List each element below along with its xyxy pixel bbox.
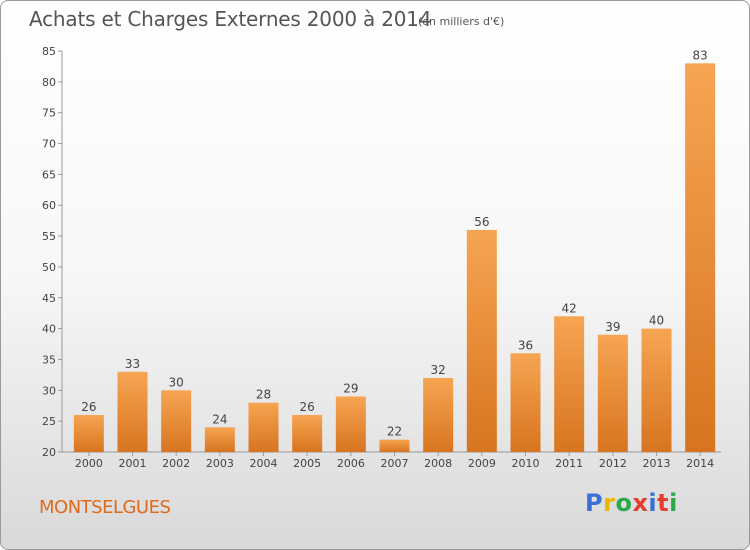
x-tick-label-2006: 2006 [337,457,365,470]
commune-name: MONTSELGUES [39,497,171,518]
value-label-2005: 26 [300,400,315,414]
x-tick-label-2012: 2012 [599,457,627,470]
logo-letter: i [648,489,658,517]
x-tick-label-2011: 2011 [555,457,583,470]
bar-2013 [641,328,672,452]
value-label-2003: 24 [212,412,227,426]
value-label-2004: 28 [256,388,271,402]
value-label-2014: 83 [693,48,708,62]
value-label-2001: 33 [125,357,140,371]
y-tick-label: 30 [42,384,56,397]
value-label-2009: 56 [474,215,489,229]
y-tick-label: 20 [42,446,56,459]
bar-2003 [204,427,235,452]
bar-2001 [117,371,148,452]
x-tick-label-2007: 2007 [381,457,409,470]
value-label-2013: 40 [649,314,664,328]
bar-2006 [335,396,366,452]
y-tick-label: 40 [42,323,56,336]
y-tick-label: 65 [42,168,56,181]
y-tick-label: 50 [42,261,56,274]
x-tick-label-2010: 2010 [512,457,540,470]
value-label-2010: 36 [518,338,533,352]
x-tick-label-2008: 2008 [424,457,452,470]
value-label-2000: 26 [81,400,96,414]
y-tick-label: 45 [42,292,56,305]
proxiti-logo: Proxiti [585,489,678,517]
x-tick-label-2009: 2009 [468,457,496,470]
x-tick-label-2005: 2005 [293,457,321,470]
x-tick-label-2001: 2001 [119,457,147,470]
value-label-2011: 42 [562,301,577,315]
y-tick-label: 35 [42,353,56,366]
bars: 26 33 30 24 28 26 29 22 32 56 36 42 39 40 83 [73,48,716,452]
axes: 20 25 30 35 40 45 50 55 60 65 70 75 80 85 2000 2001 2002… [42,45,721,470]
bar-2002 [161,390,192,452]
x-tick-label-2003: 2003 [206,457,234,470]
y-tick-label: 55 [42,230,56,243]
y-tick-label: 60 [42,199,56,212]
y-tick-label: 70 [42,138,56,151]
logo-letter: P [585,489,604,517]
bar-2012 [597,334,628,452]
bar-2011 [554,316,585,452]
bar-2009 [466,229,497,452]
x-tick-label-2004: 2004 [250,457,278,470]
bar-2008 [423,377,454,452]
logo-letter: t [657,489,670,517]
value-label-2006: 29 [343,381,358,395]
value-label-2002: 30 [169,375,184,389]
bar-2005 [292,414,323,452]
value-label-2012: 39 [605,320,620,334]
bar-2010 [510,353,541,452]
bar-2007 [379,439,410,452]
logo-letter: x [632,489,649,517]
bar-2004 [248,402,279,452]
x-tick-label-2013: 2013 [643,457,671,470]
logo-letter: r [603,489,616,517]
logo-letter: i [669,489,678,517]
logo-letter: o [615,489,633,517]
bar-2000 [73,414,104,452]
y-tick-label: 80 [42,76,56,89]
chart-unit: (en milliers d'€) [418,15,505,28]
value-label-2008: 32 [431,363,446,377]
bar-2014 [685,63,716,452]
x-tick-label-2002: 2002 [162,457,190,470]
x-tick-label-2000: 2000 [75,457,103,470]
chart-title: Achats et Charges Externes 2000 à 2014 [29,7,432,31]
y-tick-label: 75 [42,107,56,120]
x-tick-label-2014: 2014 [686,457,714,470]
y-tick-label: 85 [42,45,56,58]
value-label-2007: 22 [387,425,402,439]
y-tick-label: 25 [42,415,56,428]
